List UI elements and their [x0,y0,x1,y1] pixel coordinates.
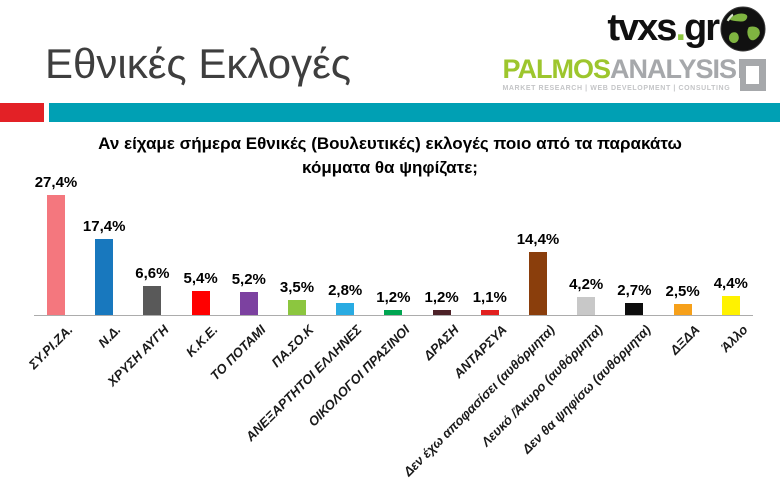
x-axis-line [34,315,753,316]
bar [288,300,306,315]
palmos-tagline: MARKET RESEARCH | WEB DEVELOPMENT | CONS… [502,85,731,92]
bar-value-label: 2,7% [617,282,652,299]
bar [384,310,403,315]
bar [480,310,499,315]
bar [625,303,644,315]
divider-red-segment [0,103,44,122]
globe-icon [720,6,766,52]
palmos-logo-palmos: PALMOS [502,54,610,84]
palmos-frame-icon [733,59,766,91]
bar [143,286,162,315]
tvxs-logo: tvxs.gr [607,4,766,52]
palmos-logo-wordmark: PALMOSANALYSIS [502,54,737,84]
bar [239,292,258,315]
bar [95,239,114,315]
bar-value-label: 2,8% [328,282,363,299]
bar-value-label: 17,4% [82,218,126,235]
bar [191,291,210,315]
bar-value-label: 5,4% [183,270,218,287]
bar-value-label: 3,5% [279,279,315,296]
bar-value-label: 4,4% [713,275,748,292]
tvxs-logo-text: tvxs.gr [607,6,720,50]
bar-value-label: 14,4% [516,231,560,248]
chart-question-line2: κόμματα θα ψηφίζατε; [302,158,478,177]
palmos-analysis-logo: PALMOSANALYSIS MARKET RESEARCH | WEB DEV… [502,55,766,92]
bar [721,296,740,315]
tvxs-logo-dot: . [675,7,685,49]
bar [673,304,692,315]
palmos-logo-analysis: ANALYSIS [609,54,737,84]
page-title: Εθνικές Εκλογές [45,40,352,87]
chart-question-line1: Αν είχαμε σήμερα Εθνικές (Βουλευτικές) ε… [98,134,682,153]
bar-value-label: 1,1% [472,289,507,306]
bar-category-label: Άλλο [717,322,751,355]
bar-value-label: 1,2% [424,289,459,306]
bar-value-label: 27,4% [34,174,78,191]
divider-teal-bar [49,103,780,122]
bar-value-label: 4,2% [569,276,604,293]
bar [432,310,451,315]
bar-value-label: 5,2% [231,271,266,288]
bar [577,297,596,315]
tvxs-logo-tld: gr [684,7,720,49]
bar [529,252,547,315]
bar-value-label: 2,5% [665,283,700,300]
chart-question: Αν είχαμε σήμερα Εθνικές (Βουλευτικές) ε… [0,132,780,180]
bar-value-label: 1,2% [376,289,411,306]
bar [47,195,65,315]
bar-value-label: 6,6% [135,265,170,282]
tvxs-logo-main: tvxs [607,7,677,49]
bar [336,303,355,315]
